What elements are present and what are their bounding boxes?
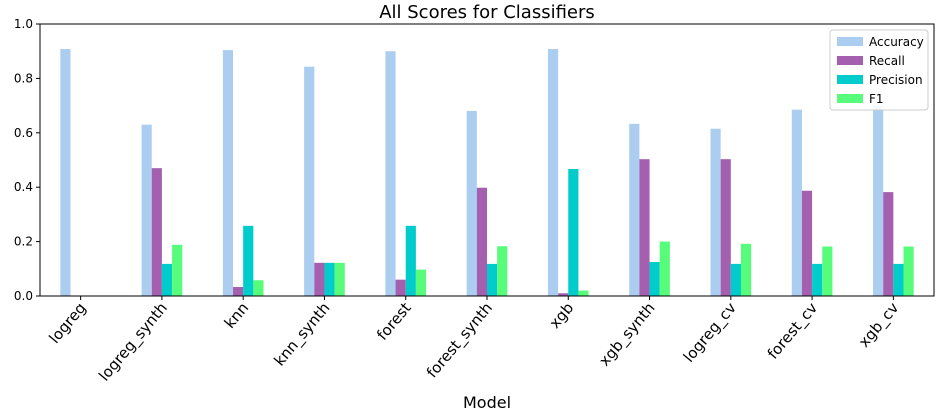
bar-f1-forest [415, 269, 427, 296]
bar-recall-xgb_synth [639, 159, 650, 296]
legend-swatch-precision [837, 75, 863, 84]
x-tick-label: logreg_synth [95, 299, 172, 385]
legend-label-recall: Recall [869, 54, 905, 68]
bar-recall-knn [233, 287, 244, 296]
bar-f1-forest_synth [497, 246, 508, 296]
bar-recall-forest_cv [801, 190, 813, 296]
legend-box [829, 29, 929, 111]
bar-f1-knn [253, 280, 264, 296]
bar-recall-knn_synth [314, 262, 325, 296]
bar-f1-xgb_synth [659, 241, 670, 296]
y-tick-label: 0.2 [14, 235, 33, 249]
legend-swatch-accuracy [837, 37, 863, 46]
bar-accuracy-xgb_synth [629, 123, 640, 296]
y-tick-label: 0.6 [14, 126, 33, 140]
x-tick-label: knn [221, 299, 253, 332]
bar-recall-logreg_cv [720, 159, 731, 296]
y-tick-label: 0.8 [14, 71, 33, 85]
legend: Accuracy Recall Precision F1 [829, 29, 929, 111]
x-tick-label: xgb_cv [855, 299, 903, 352]
bar-recall-xgb_cv [883, 192, 894, 296]
bar-accuracy-logreg [60, 49, 71, 296]
bar-recall-forest [395, 279, 406, 296]
x-tick-label: xgb [546, 299, 578, 332]
bar-accuracy-knn_synth [304, 66, 315, 296]
bar-f1-knn_synth [334, 262, 345, 296]
x-tick-label: knn_synth [270, 299, 334, 370]
legend-label-accuracy: Accuracy [869, 35, 924, 49]
bar-accuracy-xgb [547, 49, 559, 296]
x-tick-label: forest_synth [423, 299, 497, 382]
bar-accuracy-forest_synth [466, 111, 477, 296]
bar-accuracy-knn [222, 50, 234, 296]
bar-precision-forest_cv [812, 263, 823, 296]
bar-f1-logreg_cv [740, 243, 752, 296]
bar-accuracy-xgb_cv [873, 105, 884, 296]
bar-precision-knn [243, 225, 254, 296]
bar-precision-xgb [568, 168, 579, 296]
bar-precision-xgb_cv [893, 263, 904, 296]
x-tick-label: logreg_cv [680, 299, 741, 367]
bar-f1-forest_cv [822, 246, 833, 296]
x-tick-label: logreg [45, 299, 89, 347]
bar-accuracy-logreg_synth [141, 124, 152, 296]
legend-label-precision: Precision [869, 73, 923, 87]
bar-accuracy-forest_cv [791, 109, 802, 297]
x-axis-label: Model [463, 393, 511, 412]
legend-label-f1: F1 [869, 92, 884, 106]
bar-recall-xgb [558, 293, 569, 296]
y-tick-label: 1.0 [14, 17, 33, 31]
bar-recall-forest_synth [476, 187, 487, 296]
bar-precision-forest_synth [487, 263, 498, 296]
bar-precision-logreg_synth [161, 263, 173, 296]
legend-swatch-f1 [837, 94, 863, 103]
bar-f1-xgb [578, 290, 589, 296]
bar-precision-forest [405, 225, 416, 296]
bar-recall-logreg_synth [151, 168, 162, 296]
bars-group [60, 49, 914, 297]
bar-precision-logreg_cv [730, 263, 741, 296]
bar-f1-logreg_synth [172, 244, 183, 296]
bar-f1-xgb_cv [903, 246, 914, 296]
y-tick-label: 0.4 [14, 180, 33, 194]
x-tick-label: forest_cv [764, 299, 822, 363]
x-tick-label: forest [373, 299, 415, 344]
bar-precision-xgb_synth [649, 262, 660, 296]
x-tick-label: xgb_synth [595, 299, 659, 370]
chart-title: All Scores for Classifiers [379, 2, 595, 23]
bar-accuracy-logreg_cv [710, 128, 721, 296]
legend-swatch-recall [837, 56, 863, 65]
bar-precision-knn_synth [324, 262, 335, 296]
bar-accuracy-forest [385, 51, 396, 297]
y-tick-label: 0.0 [14, 289, 33, 303]
